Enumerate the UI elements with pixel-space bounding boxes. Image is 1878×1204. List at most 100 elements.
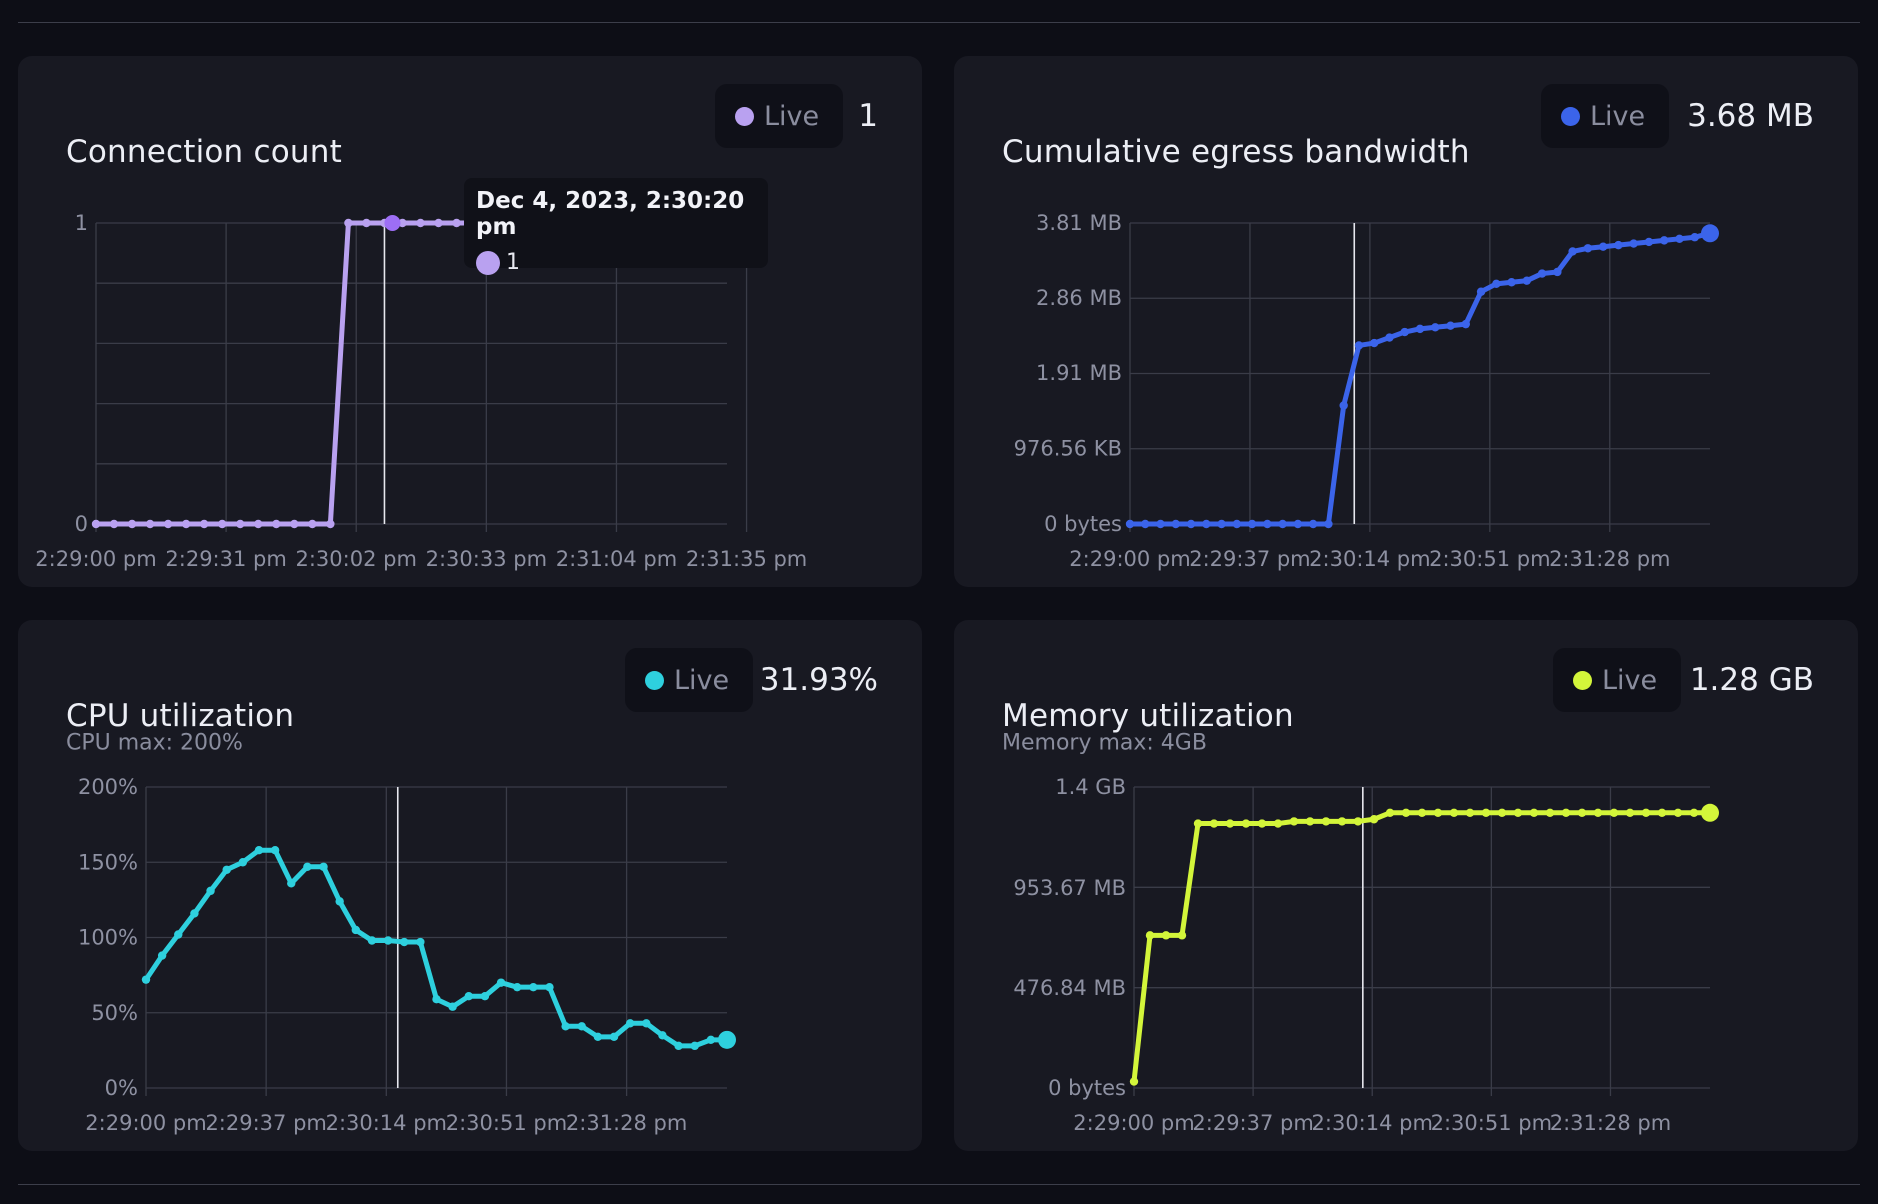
data-point[interactable] (1513, 808, 1523, 817)
data-point[interactable] (91, 519, 101, 529)
data-point[interactable] (1308, 519, 1318, 529)
data-point[interactable] (1129, 1077, 1139, 1086)
data-point[interactable] (625, 1019, 635, 1028)
data-point[interactable] (181, 519, 191, 529)
data-point[interactable] (1657, 808, 1667, 817)
data-point[interactable] (190, 909, 199, 918)
data-point[interactable] (1125, 519, 1135, 529)
data-point[interactable] (1247, 519, 1257, 529)
data-point[interactable] (308, 519, 317, 529)
data-point[interactable] (1186, 519, 1196, 529)
data-point[interactable] (1553, 267, 1562, 277)
data-point[interactable] (642, 1019, 651, 1028)
data-point[interactable] (254, 519, 263, 529)
data-point[interactable] (1369, 815, 1379, 824)
data-point[interactable] (1545, 808, 1555, 817)
data-point[interactable] (157, 951, 167, 960)
live-badge[interactable]: Live (1541, 84, 1670, 148)
data-point[interactable] (1644, 237, 1654, 247)
data-point[interactable] (1370, 338, 1379, 348)
data-point[interactable] (287, 879, 296, 888)
data-point[interactable] (1232, 519, 1242, 529)
data-point[interactable] (1202, 519, 1211, 529)
data-point[interactable] (1625, 808, 1635, 817)
data-point[interactable] (400, 937, 409, 947)
data-point[interactable] (272, 519, 281, 529)
data-point[interactable] (145, 519, 155, 529)
data-point[interactable] (1673, 808, 1683, 817)
data-point[interactable] (1465, 808, 1475, 817)
data-point[interactable] (206, 886, 215, 896)
data-point[interactable] (1171, 519, 1180, 529)
data-point[interactable] (1293, 519, 1303, 529)
data-point[interactable] (319, 862, 328, 871)
data-point[interactable] (199, 519, 209, 529)
data-point[interactable] (609, 1032, 619, 1042)
data-point[interactable] (674, 1041, 683, 1051)
data-point[interactable] (1400, 327, 1409, 337)
data-point[interactable] (1593, 808, 1603, 817)
data-point[interactable] (1609, 808, 1619, 817)
data-point[interactable] (529, 982, 538, 992)
latest-point[interactable] (1701, 224, 1719, 243)
data-point[interactable] (1177, 931, 1187, 940)
data-point[interactable] (326, 519, 335, 529)
data-point[interactable] (127, 519, 137, 529)
data-point[interactable] (1660, 236, 1669, 245)
data-point[interactable] (1141, 519, 1150, 529)
data-point[interactable] (1431, 323, 1440, 332)
data-point[interactable] (690, 1041, 699, 1051)
data-point[interactable] (1561, 808, 1571, 817)
data-point[interactable] (270, 846, 280, 855)
data-point[interactable] (383, 936, 393, 945)
data-point[interactable] (1481, 808, 1491, 817)
data-point[interactable] (141, 975, 151, 984)
data-point[interactable] (1492, 279, 1501, 289)
data-point[interactable] (1273, 819, 1283, 828)
chart-svg[interactable]: 2:29:00 pm2:29:37 pm2:30:14 pm2:30:51 pm… (954, 620, 1858, 1151)
data-point[interactable] (1577, 808, 1587, 817)
data-point[interactable] (464, 991, 473, 1001)
data-point[interactable] (448, 1002, 457, 1011)
chart-svg[interactable]: 2:29:00 pm 2:29:31 pm 2:30:02 pm 2:30:33 pm… (18, 56, 922, 587)
data-point[interactable] (1598, 242, 1608, 251)
data-point[interactable] (1689, 808, 1699, 817)
data-point[interactable] (163, 519, 173, 529)
data-point[interactable] (1629, 239, 1638, 248)
data-point[interactable] (1537, 269, 1547, 278)
data-point[interactable] (109, 519, 119, 529)
data-point[interactable] (1415, 324, 1425, 334)
data-point[interactable] (351, 925, 361, 935)
data-point[interactable] (496, 978, 506, 987)
data-point[interactable] (658, 1031, 667, 1040)
data-point[interactable] (1354, 341, 1364, 350)
data-point[interactable] (416, 218, 425, 228)
data-point[interactable] (561, 1022, 570, 1031)
data-point[interactable] (1324, 519, 1333, 529)
data-point[interactable] (1641, 808, 1651, 817)
data-point[interactable] (254, 846, 264, 855)
data-point[interactable] (238, 858, 248, 867)
chart-svg[interactable]: 2:29:00 pm2:29:37 pm2:30:14 pm2:30:51 pm… (18, 620, 922, 1151)
data-point[interactable] (344, 218, 353, 228)
data-point[interactable] (1675, 234, 1684, 244)
hovered-point[interactable] (384, 215, 401, 231)
data-point[interactable] (290, 519, 299, 529)
data-point[interactable] (1339, 401, 1348, 410)
data-point[interactable] (1507, 278, 1516, 287)
data-point[interactable] (1476, 287, 1486, 296)
data-point[interactable] (367, 936, 377, 945)
data-point[interactable] (1289, 817, 1299, 826)
data-point[interactable] (1690, 233, 1699, 242)
data-point[interactable] (593, 1032, 603, 1042)
data-point[interactable] (222, 865, 231, 874)
data-point[interactable] (1263, 519, 1272, 529)
data-point[interactable] (335, 897, 344, 906)
data-point[interactable] (1385, 333, 1394, 342)
data-point[interactable] (1145, 931, 1155, 940)
data-point[interactable] (432, 995, 441, 1004)
data-point[interactable] (1529, 808, 1539, 817)
data-point[interactable] (434, 218, 443, 228)
data-point[interactable] (1433, 808, 1443, 817)
data-point[interactable] (1614, 240, 1623, 250)
